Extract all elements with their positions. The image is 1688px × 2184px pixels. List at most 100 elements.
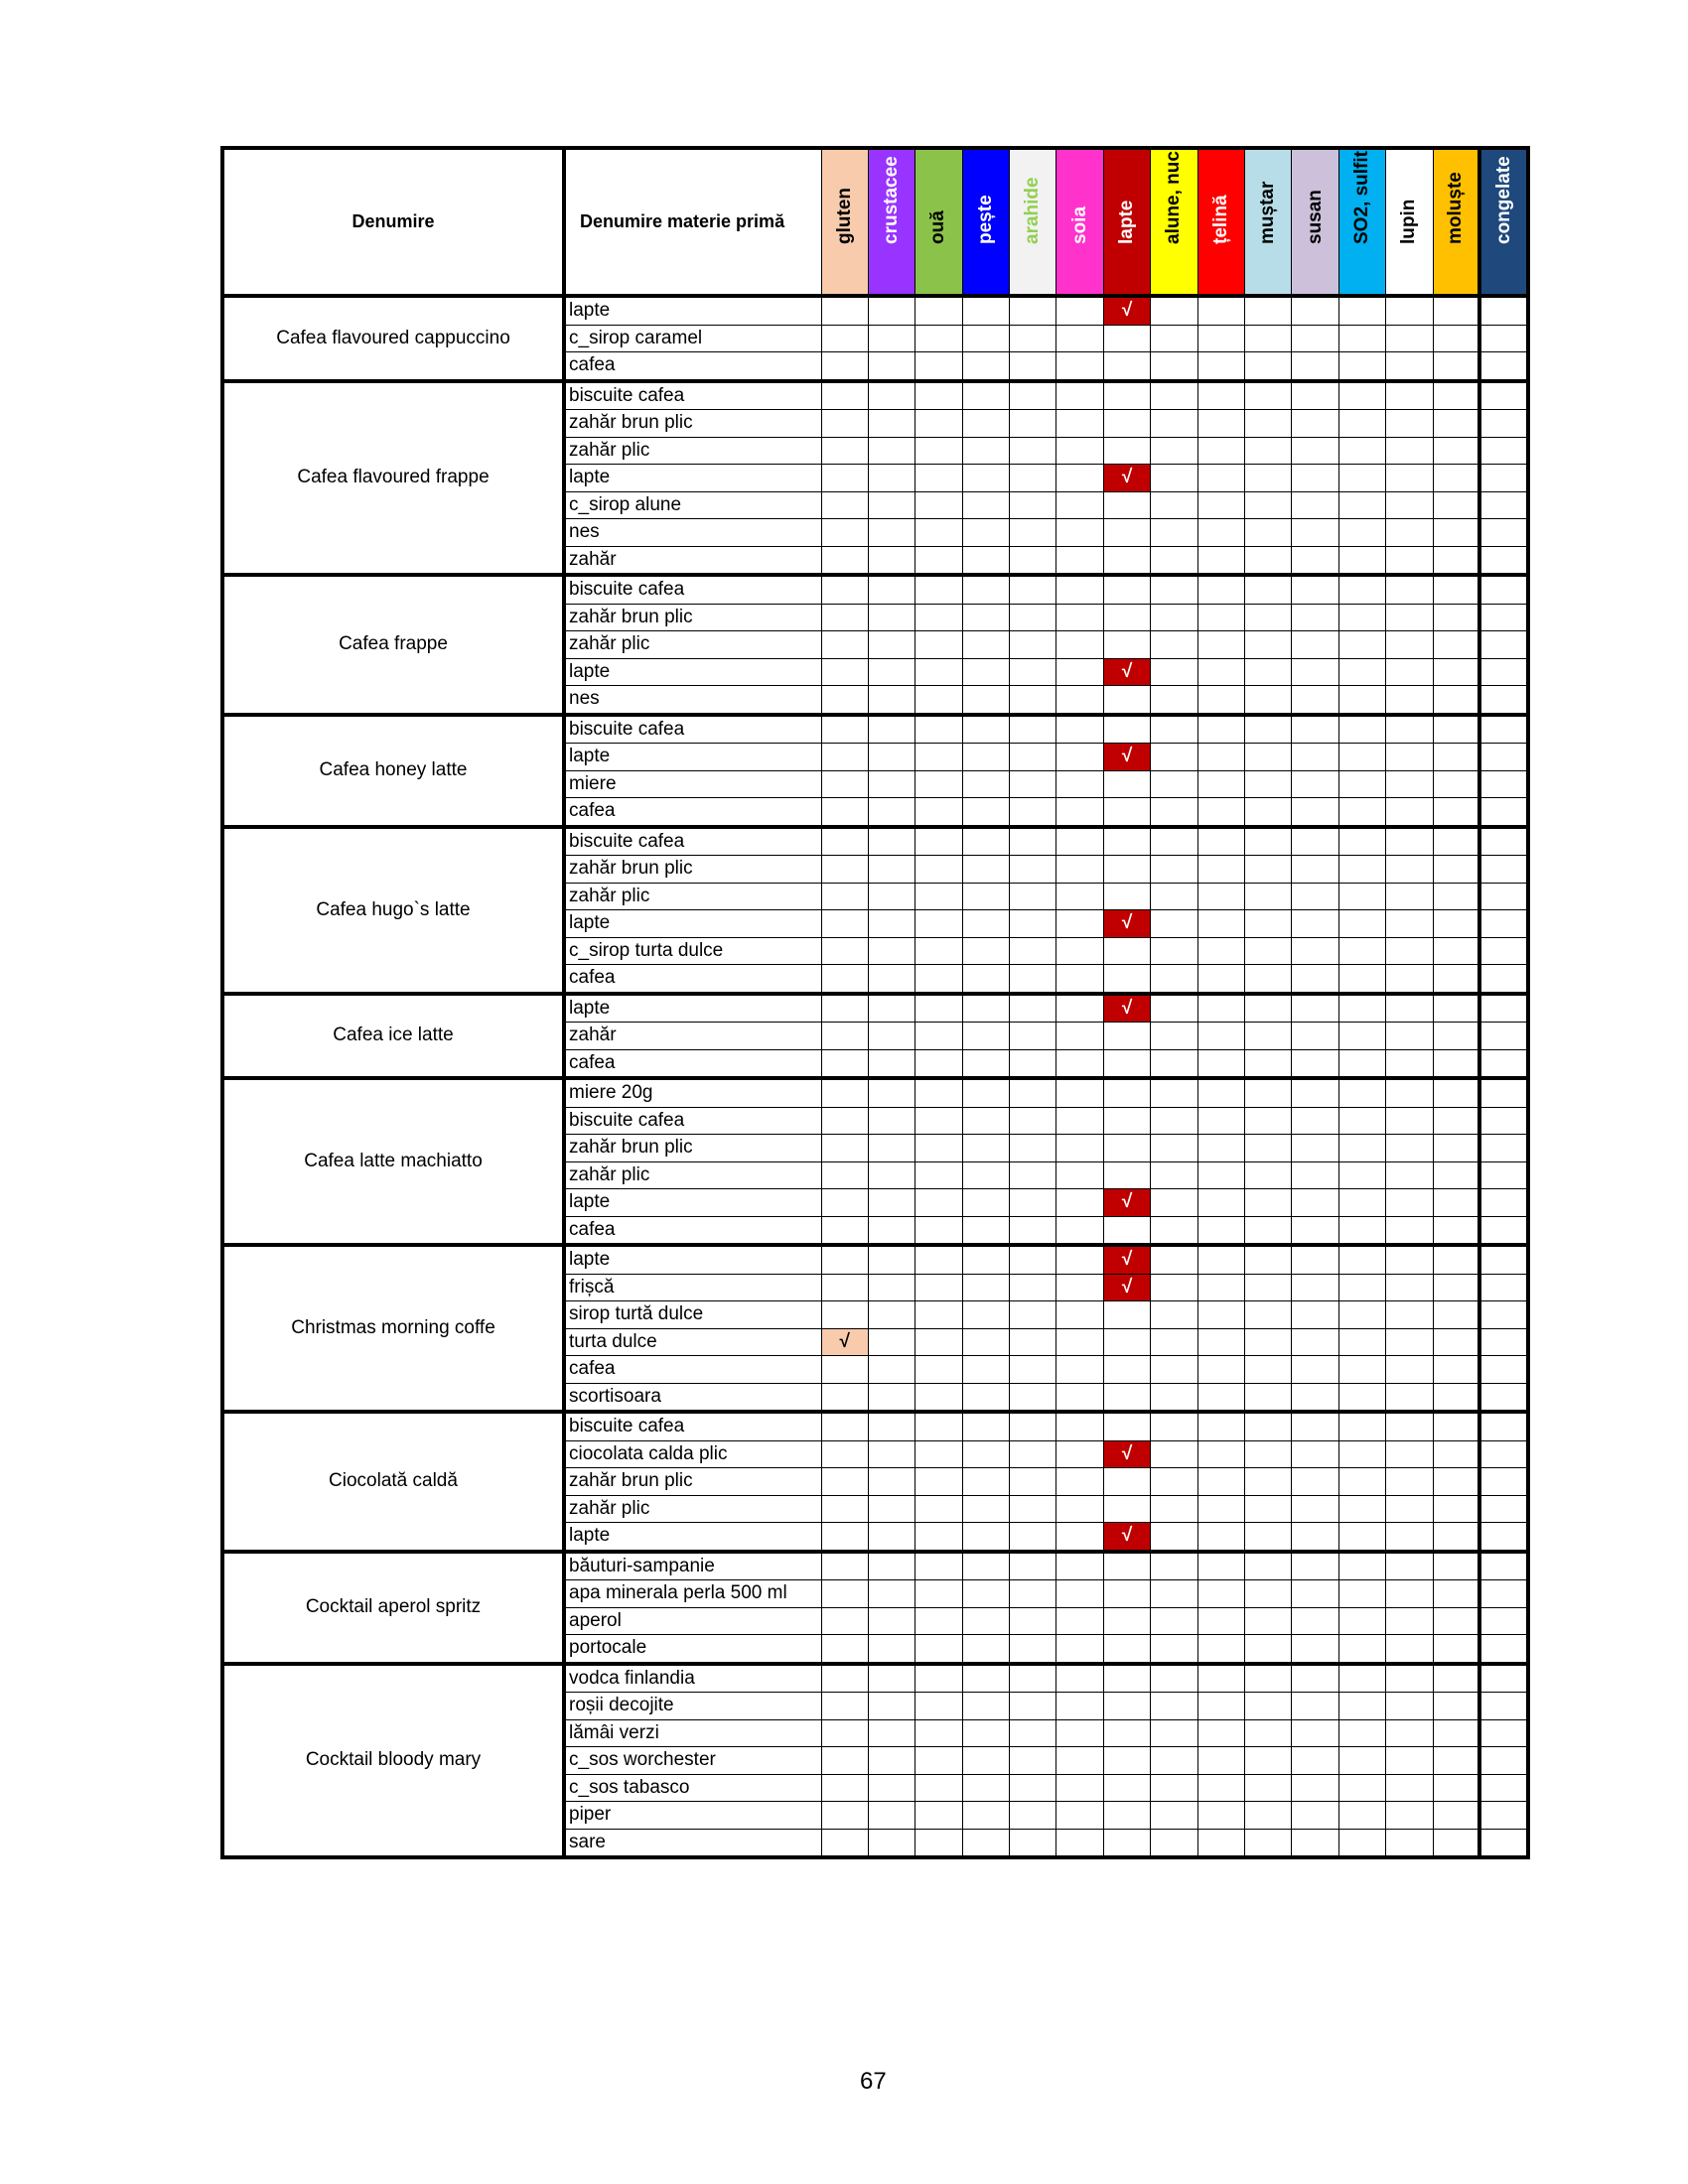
allergen-cell — [1244, 1160, 1293, 1189]
allergen-cell — [961, 882, 1011, 910]
allergen-cell — [1150, 1439, 1198, 1468]
allergen-cell — [1102, 1746, 1152, 1775]
allergen-cell — [1196, 1692, 1246, 1720]
allergen-cell — [961, 464, 1011, 492]
allergen-cell — [1102, 1382, 1152, 1414]
allergen-cell — [820, 1801, 869, 1830]
allergen-cell — [1244, 603, 1293, 631]
allergen-cell — [961, 324, 1011, 352]
ingredient-name: cafea — [562, 1355, 822, 1384]
ingredient-name: zahăr brun plic — [562, 603, 822, 631]
allergen-cell — [1196, 1215, 1246, 1247]
allergen-cell — [1196, 993, 1246, 1023]
allergen-cell — [1337, 1215, 1387, 1247]
allergen-cell — [1291, 1634, 1339, 1666]
ingredient-name: sare — [562, 1828, 822, 1859]
allergen-cell — [1477, 436, 1529, 465]
allergen-cell — [914, 1692, 963, 1720]
allergen-cell — [1196, 1634, 1246, 1666]
table-row: lapte √ — [222, 657, 1529, 686]
ingredient-name: turta dulce — [562, 1327, 822, 1356]
product-name: Cocktail bloody mary — [221, 1663, 565, 1859]
allergen-cell — [867, 630, 916, 659]
allergen-cell — [1196, 1522, 1246, 1554]
allergen-cell — [1337, 1439, 1387, 1468]
allergen-cell — [820, 1579, 869, 1608]
allergen-cell — [1477, 1692, 1529, 1720]
ingredient-name: zahăr plic — [562, 1494, 822, 1523]
allergen-cell — [1291, 743, 1339, 771]
allergen-label: soia — [1068, 205, 1090, 244]
allergen-cell — [867, 1439, 916, 1468]
allergen-cell — [914, 1077, 963, 1108]
allergen-cell — [1432, 1244, 1480, 1275]
allergen-cell — [1432, 1048, 1480, 1080]
allergen-cell — [1477, 685, 1529, 717]
allergen-cell — [1337, 1828, 1387, 1859]
allergen-cell — [1385, 1579, 1434, 1608]
allergen-cell — [1291, 409, 1339, 438]
allergen-cell — [1102, 769, 1152, 798]
allergen-cell — [1337, 1134, 1387, 1162]
allergen-cell — [1196, 1022, 1246, 1050]
allergen-cell — [1337, 1273, 1387, 1301]
allergen-cell — [914, 657, 963, 686]
ingredient-name: c_sirop caramel — [562, 324, 822, 352]
allergen-check-mark: √ — [1102, 295, 1152, 326]
allergen-cell — [961, 409, 1011, 438]
allergen-cell — [1432, 1327, 1480, 1356]
allergen-cell — [914, 769, 963, 798]
allergen-cell — [820, 1188, 869, 1217]
allergen-cell — [1196, 797, 1246, 829]
allergen-cell — [1477, 1551, 1529, 1580]
allergen-header-13: moluște — [1432, 147, 1480, 298]
allergen-cell — [1337, 1300, 1387, 1329]
allergen-label: alune, nuci — [1163, 145, 1185, 244]
allergen-cell — [914, 464, 963, 492]
allergen-cell — [961, 603, 1011, 631]
allergen-cell — [1102, 714, 1152, 744]
allergen-cell — [914, 1746, 963, 1775]
allergen-cell — [961, 657, 1011, 686]
allergen-cell — [1055, 1382, 1104, 1414]
allergen-cell — [961, 1773, 1011, 1802]
allergen-cell — [1055, 1663, 1104, 1693]
allergen-cell — [867, 797, 916, 829]
ingredient-name: frișcă — [562, 1273, 822, 1301]
allergen-cell — [1291, 909, 1339, 938]
product-name: Cafea ice latte — [221, 993, 565, 1080]
allergen-cell — [961, 1746, 1011, 1775]
allergen-cell — [1150, 1188, 1198, 1217]
allergen-cell — [1244, 1634, 1293, 1666]
allergen-cell — [867, 714, 916, 744]
allergen-cell — [1291, 1077, 1339, 1108]
allergen-cell — [820, 490, 869, 519]
product-column-header: Denumire — [221, 147, 565, 298]
allergen-cell — [1009, 1663, 1057, 1693]
allergen-cell — [1150, 436, 1198, 465]
allergen-cell — [1196, 490, 1246, 519]
allergen-check-mark: √ — [1102, 909, 1152, 938]
allergen-cell — [914, 936, 963, 965]
allergen-header-10: susan — [1291, 147, 1339, 298]
table-row: zahăr plic — [222, 1494, 1529, 1523]
allergen-cell — [1385, 545, 1434, 577]
ingredient-name: biscuite cafea — [562, 380, 822, 410]
allergen-cell — [1055, 1439, 1104, 1468]
allergen-cell — [1432, 993, 1480, 1023]
allergen-cell — [1291, 1773, 1339, 1802]
allergen-cell — [1150, 351, 1198, 383]
allergen-cell — [1385, 1188, 1434, 1217]
allergen-cell — [867, 882, 916, 910]
allergen-cell — [820, 685, 869, 717]
allergen-cell — [867, 1579, 916, 1608]
allergen-cell — [1337, 324, 1387, 352]
table-row: cafea — [222, 797, 1529, 829]
allergen-cell — [914, 1134, 963, 1162]
allergen-cell — [1196, 1718, 1246, 1747]
allergen-cell — [1432, 518, 1480, 547]
allergen-cell — [1477, 993, 1529, 1023]
allergen-cell — [961, 295, 1011, 326]
allergen-cell — [1055, 464, 1104, 492]
allergen-check-mark: √ — [1102, 1273, 1152, 1301]
